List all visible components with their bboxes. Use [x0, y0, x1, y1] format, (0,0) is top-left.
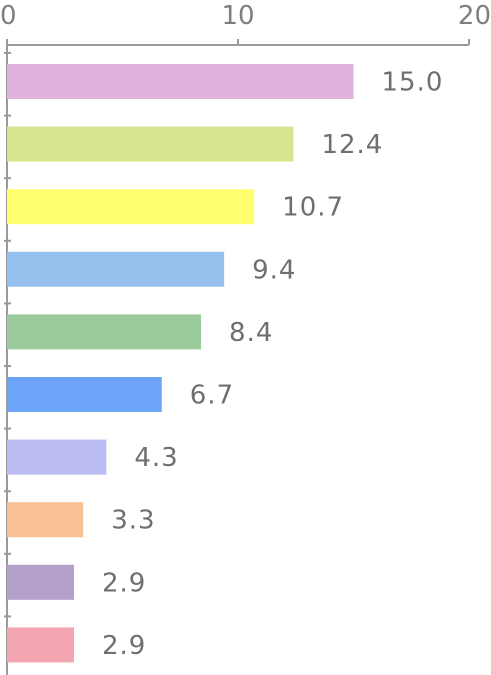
- bars-group: [7, 64, 354, 663]
- bar: [7, 64, 354, 99]
- bar: [7, 189, 255, 225]
- bar: [7, 439, 107, 475]
- bar: [7, 314, 202, 350]
- bar: [7, 502, 84, 538]
- x-tick-label: 20: [458, 1, 491, 31]
- data-label: 2.9: [102, 631, 146, 661]
- data-label: 6.7: [190, 381, 234, 411]
- bar: [7, 627, 74, 663]
- bar: [7, 377, 162, 412]
- data-label: 2.9: [102, 568, 146, 598]
- x-tick-label: 10: [221, 1, 254, 31]
- data-label: 3.3: [111, 506, 155, 536]
- data-label: 8.4: [229, 318, 273, 348]
- x-tick-label: 0: [0, 1, 17, 31]
- data-label: 15.0: [382, 68, 444, 98]
- data-label: 12.4: [321, 130, 383, 160]
- bar: [7, 251, 225, 287]
- data-label: 4.3: [134, 443, 178, 473]
- value-labels-group: 15.0 12.4 10.7 9.4 8.4 6.7 4.3 3.3 2.9 2.9: [102, 68, 444, 661]
- data-label: 10.7: [282, 193, 344, 223]
- data-label: 9.4: [252, 255, 296, 285]
- bar: [7, 564, 74, 600]
- bar: [7, 126, 294, 162]
